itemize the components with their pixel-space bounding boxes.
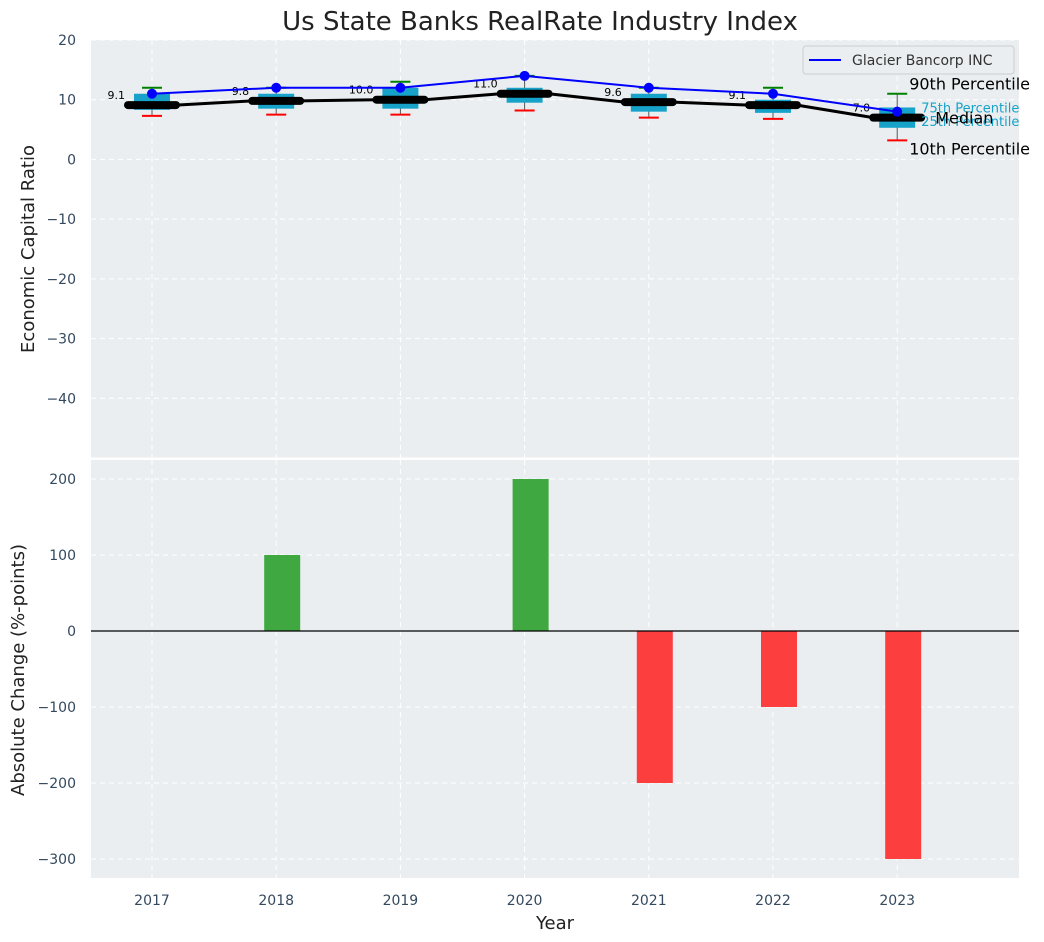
bottom-plot-area [91, 460, 1019, 878]
top-y-tick-label: −20 [46, 272, 76, 288]
bottom-y-tick-label: −100 [38, 700, 76, 716]
bar-positive [264, 555, 301, 631]
x-tick-label: 2017 [134, 893, 170, 909]
x-ticks: 2017 2018 2019 2020 2021 2022 2023 [134, 893, 915, 909]
top-y-tick-label: −10 [46, 212, 76, 228]
company-point [643, 82, 654, 93]
median-value-label: 10.0 [349, 84, 374, 97]
bottom-marks [91, 479, 1019, 859]
company-point [768, 88, 778, 99]
x-tick-label: 2021 [631, 893, 667, 909]
chart-title: Us State Banks RealRate Industry Index [282, 7, 798, 37]
x-tick-label: 2020 [507, 893, 543, 909]
bottom-y-tick-label: 100 [49, 548, 76, 564]
bar-positive [512, 479, 549, 631]
x-tick-label: 2023 [879, 893, 915, 909]
median-value-label: 9.8 [232, 85, 250, 98]
top-y-tick-label: −30 [46, 332, 76, 348]
company-point [395, 82, 406, 93]
legend: Glacier Bancorp INC [802, 45, 1015, 75]
annotation-25th: 25th Percentile [921, 115, 1019, 130]
legend-entry: Glacier Bancorp INC [852, 53, 993, 69]
company-point [271, 82, 282, 93]
company-point [147, 88, 157, 99]
bar-negative [636, 631, 673, 783]
top-y-tick-label: −40 [46, 391, 76, 407]
bottom-panel: 200 100 0 −100 −200 −300 Absolute Change (%-p… [8, 460, 1019, 878]
annotation-10th: 10th Percentile [909, 139, 1030, 158]
bottom-y-ticks: 200 100 0 −100 −200 −300 [38, 472, 76, 868]
company-point [519, 70, 530, 81]
bar-negative [761, 631, 797, 707]
top-plot-area [91, 40, 1019, 458]
bottom-y-axis-label: Absolute Change (%-points) [8, 544, 29, 796]
bottom-y-tick-label: −200 [38, 776, 76, 792]
top-y-axis-label: Economic Capital Ratio [18, 145, 39, 353]
annotation-90th: 90th Percentile [909, 75, 1030, 94]
x-axis-label: Year [535, 913, 575, 934]
bottom-y-tick-label: 200 [49, 472, 76, 488]
top-y-tick-label: 0 [67, 152, 76, 168]
legend-box [802, 45, 1015, 75]
annotation-75th: 75th Percentile [921, 101, 1019, 116]
top-y-tick-label: 20 [58, 33, 76, 49]
bottom-y-tick-label: −300 [38, 852, 76, 868]
bottom-y-tick-label: 0 [67, 624, 76, 640]
x-tick-label: 2022 [755, 893, 791, 909]
bar-negative [885, 631, 922, 859]
top-y-tick-label: 10 [58, 93, 76, 109]
x-tick-label: 2019 [383, 893, 419, 909]
x-tick-label: 2018 [258, 893, 294, 909]
top-grid [91, 39, 1019, 458]
median-value-label: 9.1 [108, 89, 126, 102]
annotation-median: Median [935, 109, 993, 128]
median-value-label: 9.6 [604, 86, 622, 99]
top-y-ticks: 20 10 0 −10 −20 −30 −40 [46, 33, 76, 407]
company-point [892, 106, 903, 117]
